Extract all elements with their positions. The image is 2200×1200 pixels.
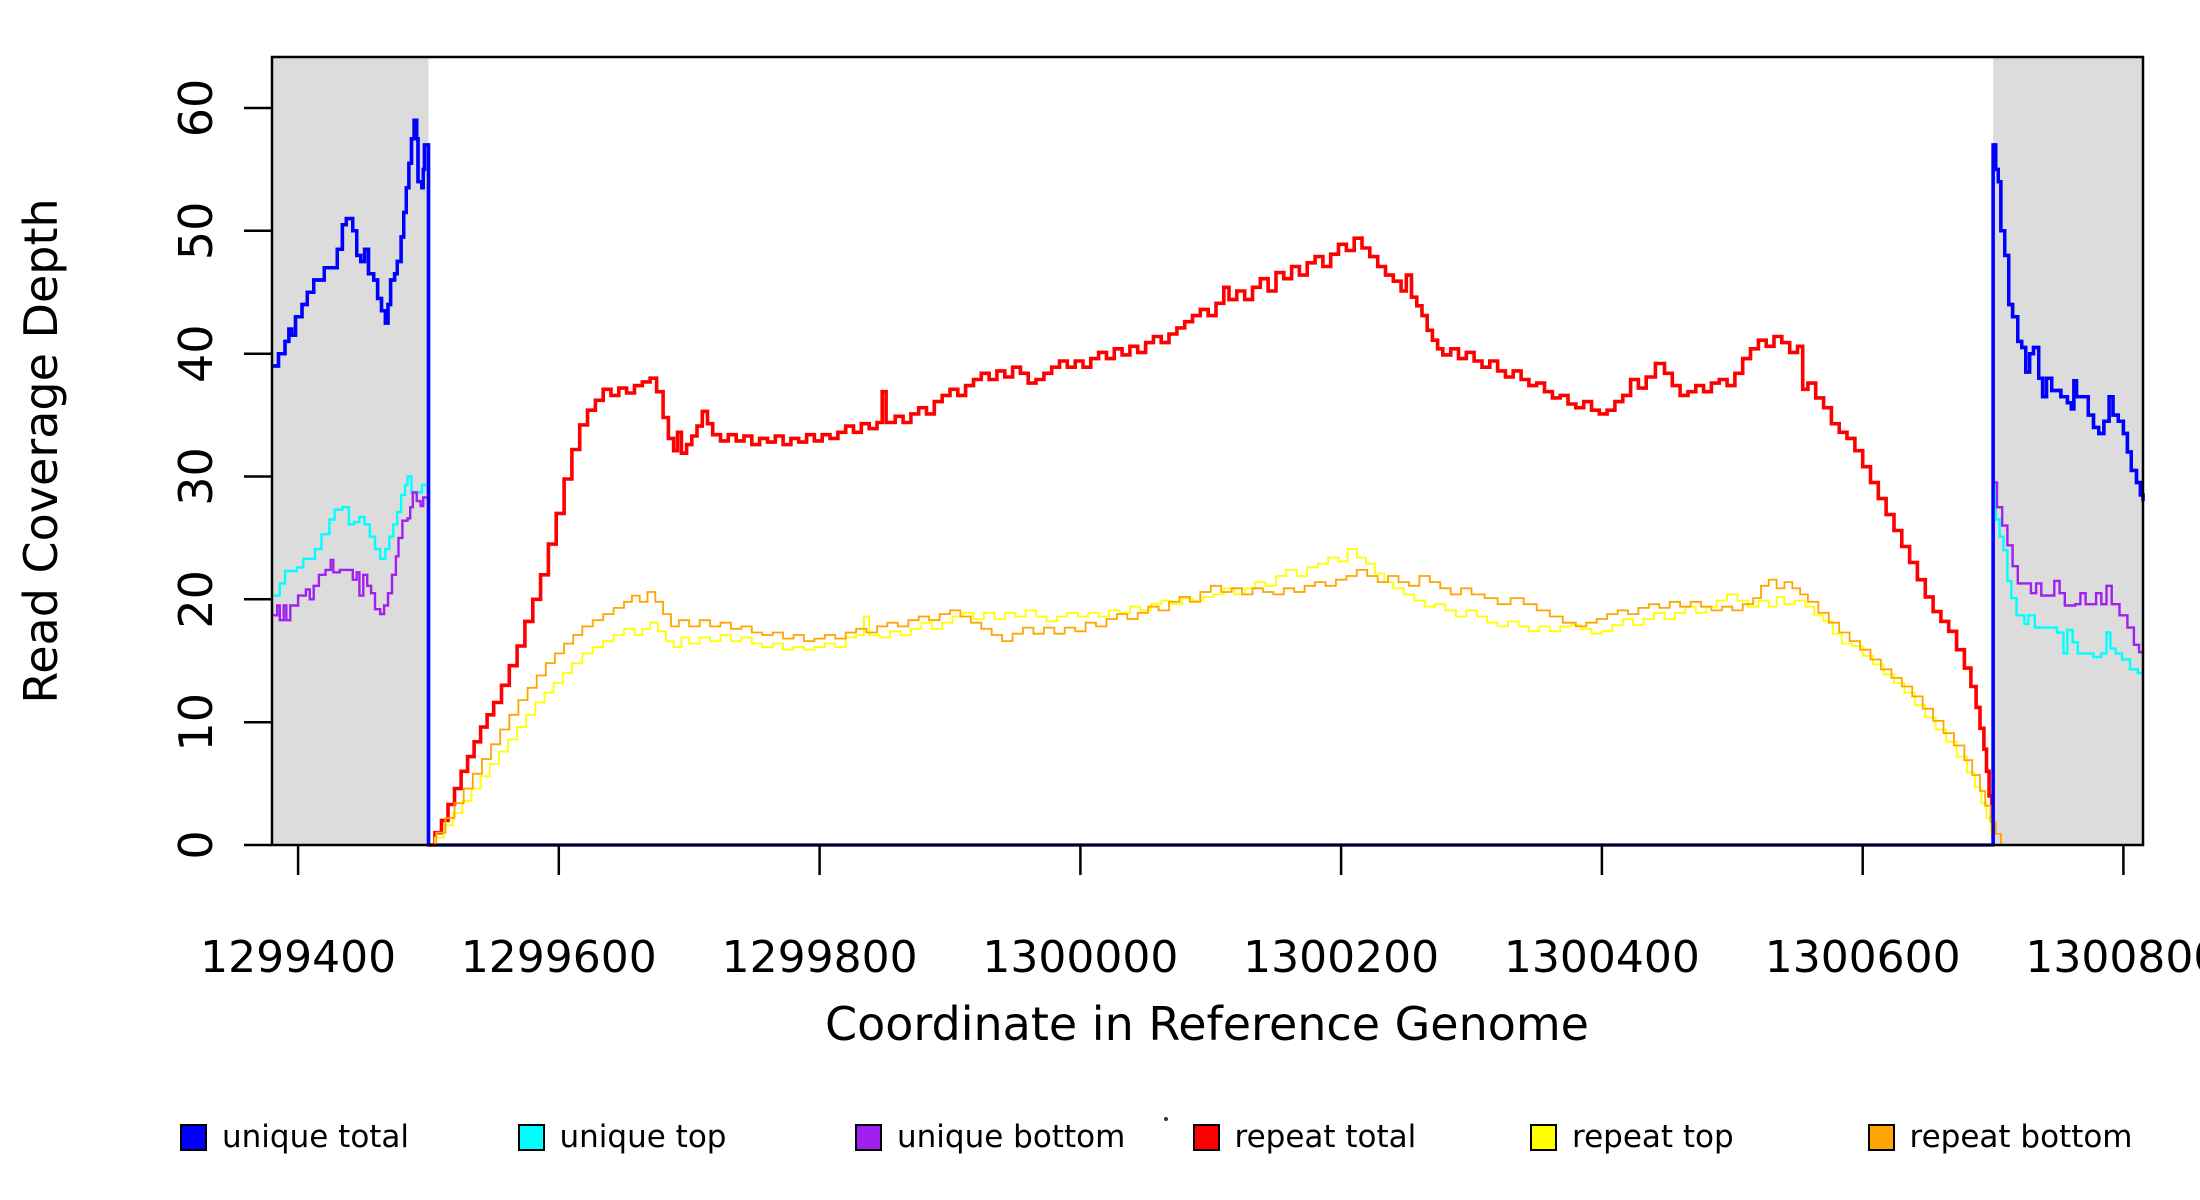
legend-item-repeat-total: repeat total xyxy=(1192,1119,1417,1155)
legend-item-unique-top: unique top xyxy=(517,1119,727,1155)
legend-label: repeat top xyxy=(1572,1119,1734,1155)
y-tick-label: 40 xyxy=(169,324,223,383)
x-tick-label: 1300200 xyxy=(1243,932,1439,983)
stray-dot xyxy=(1164,1117,1168,1121)
y-tick-label: 50 xyxy=(169,202,223,261)
y-tick-label: 30 xyxy=(169,447,223,506)
x-tick-label: 1299600 xyxy=(461,932,657,983)
x-tick-label: 1299800 xyxy=(722,932,918,983)
legend-swatch-unique-bottom xyxy=(855,1123,882,1151)
y-tick-label: 60 xyxy=(169,79,223,138)
legend-label: repeat total xyxy=(1234,1119,1417,1155)
series-unique-total-left xyxy=(273,118,431,845)
masked-region xyxy=(1993,57,2143,845)
legend-swatch-repeat-total xyxy=(1192,1123,1220,1151)
legend-item-repeat-bottom: repeat bottom xyxy=(1867,1119,2133,1155)
legend-item-repeat-top: repeat top xyxy=(1530,1119,1734,1155)
legend-label: repeat bottom xyxy=(1909,1119,2133,1155)
x-tick-label: 1300400 xyxy=(1504,932,1700,983)
x-tick-label: 1300600 xyxy=(1765,932,1961,983)
legend-swatch-repeat-top xyxy=(1530,1123,1557,1151)
series-repeat-total xyxy=(428,236,1995,847)
y-tick-label: 10 xyxy=(169,693,223,752)
series-repeat-bottom xyxy=(273,569,2143,846)
plot-frame xyxy=(270,55,2145,847)
legend-swatch-unique-total xyxy=(180,1123,207,1151)
y-tick-label: 0 xyxy=(169,830,223,859)
x-tick-label: 1299400 xyxy=(200,932,396,983)
legend-label: unique total xyxy=(222,1119,410,1155)
legend: unique total unique top unique bottom repea… xyxy=(0,0,2200,1155)
plot-border xyxy=(270,55,2145,847)
masked-region xyxy=(272,57,429,845)
axis-ticks: 1299400 1299600 1299800 1300000 1300200 13004… xyxy=(169,79,2200,983)
x-tick-label: 1300000 xyxy=(982,932,1178,983)
highlight-regions xyxy=(272,57,2143,845)
x-axis-title: Coordinate in Reference Genome xyxy=(825,997,1589,1051)
y-axis-title: Read Coverage Depth xyxy=(14,198,68,703)
series-unique-total xyxy=(273,118,2145,847)
series-repeat-top xyxy=(428,548,1994,846)
legend-item-unique-total: unique total xyxy=(180,1119,410,1155)
legend-label: unique bottom xyxy=(897,1119,1126,1155)
legend-swatch-repeat-bottom xyxy=(1867,1123,1895,1151)
series-unique-total-right xyxy=(1991,143,2145,845)
legend-label: unique top xyxy=(559,1119,727,1155)
series-lines xyxy=(273,118,2145,847)
legend-swatch-unique-top xyxy=(517,1123,545,1151)
legend-item-unique-bottom: unique bottom xyxy=(855,1119,1126,1155)
series-unique-bottom xyxy=(273,481,2145,847)
series-unique-top xyxy=(273,475,2143,847)
y-tick-label: 20 xyxy=(169,570,223,629)
